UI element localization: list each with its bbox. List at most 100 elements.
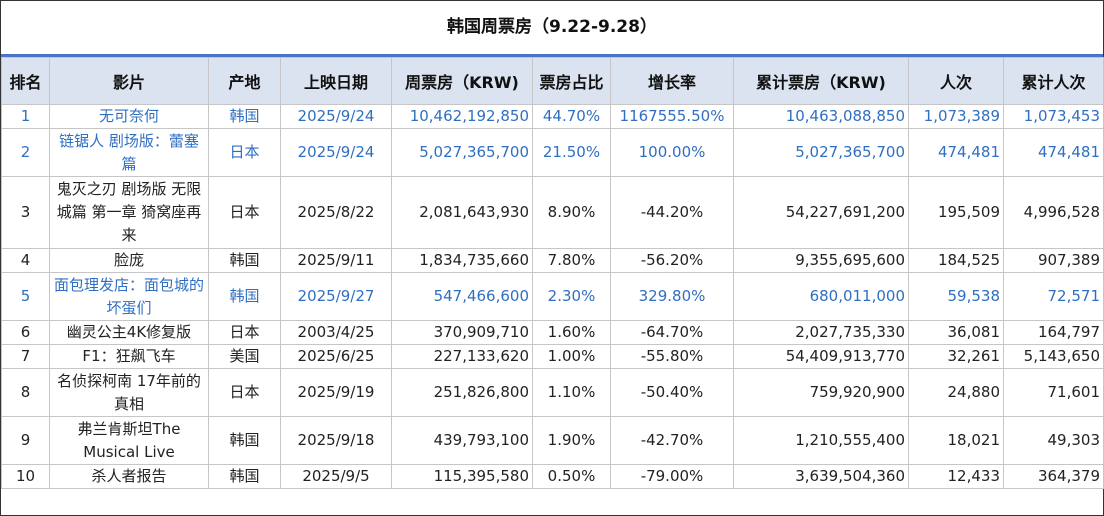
cell-origin: 日本 xyxy=(208,128,281,177)
header-release-date: 上映日期 xyxy=(280,57,392,105)
cell-film: 面包理发店：面包城的坏蛋们 xyxy=(49,272,209,321)
header-rank: 排名 xyxy=(1,57,50,105)
cell-origin: 韩国 xyxy=(208,272,281,321)
cell-release-date: 2025/9/5 xyxy=(280,464,392,489)
cell-admissions: 24,880 xyxy=(908,368,1004,417)
cell-rank: 6 xyxy=(1,320,50,345)
cell-share: 2.30% xyxy=(532,272,611,321)
cell-release-date: 2003/4/25 xyxy=(280,320,392,345)
cell-rank: 5 xyxy=(1,272,50,321)
cell-total-gross: 759,920,900 xyxy=(733,368,909,417)
cell-release-date: 2025/9/27 xyxy=(280,272,392,321)
cell-growth: -56.20% xyxy=(610,248,734,273)
cell-share: 44.70% xyxy=(532,104,611,129)
header-origin: 产地 xyxy=(208,57,281,105)
table-row: 6 幽灵公主4K修复版 日本 2003/4/25 370,909,710 1.60% -64… xyxy=(1,320,1104,345)
cell-growth: 1167555.50% xyxy=(610,104,734,129)
cell-weekly-gross: 439,793,100 xyxy=(391,416,533,465)
cell-film: 幽灵公主4K修复版 xyxy=(49,320,209,345)
table-row: 10 杀人者报告 韩国 2025/9/5 115,395,580 0.50% -79.00%… xyxy=(1,464,1104,489)
cell-origin: 日本 xyxy=(208,176,281,249)
cell-share: 21.50% xyxy=(532,128,611,177)
table-row: 4 脸庞 韩国 2025/9/11 1,834,735,660 7.80% -56.20% 9… xyxy=(1,248,1104,273)
cell-film: 名侦探柯南 17年前的真相 xyxy=(49,368,209,417)
cell-rank: 4 xyxy=(1,248,50,273)
cell-total-admissions: 474,481 xyxy=(1003,128,1104,177)
table-row: 2 链锯人 剧场版：蕾塞篇 日本 2025/9/24 5,027,365,700 21.5… xyxy=(1,128,1104,177)
cell-rank: 10 xyxy=(1,464,50,489)
cell-weekly-gross: 115,395,580 xyxy=(391,464,533,489)
box-office-table: 排名 影片 产地 上映日期 周票房（KRW) 票房占比 增长率 累计票房（KRW… xyxy=(1,57,1104,489)
cell-growth: -44.20% xyxy=(610,176,734,249)
cell-release-date: 2025/9/11 xyxy=(280,248,392,273)
cell-admissions: 32,261 xyxy=(908,344,1004,369)
cell-share: 1.10% xyxy=(532,368,611,417)
cell-total-gross: 54,227,691,200 xyxy=(733,176,909,249)
cell-total-admissions: 164,797 xyxy=(1003,320,1104,345)
cell-total-admissions: 71,601 xyxy=(1003,368,1104,417)
cell-origin: 日本 xyxy=(208,368,281,417)
cell-admissions: 184,525 xyxy=(908,248,1004,273)
cell-rank: 3 xyxy=(1,176,50,249)
cell-release-date: 2025/9/18 xyxy=(280,416,392,465)
header-row: 排名 影片 产地 上映日期 周票房（KRW) 票房占比 增长率 累计票房（KRW… xyxy=(1,57,1104,105)
cell-share: 1.60% xyxy=(532,320,611,345)
cell-total-gross: 3,639,504,360 xyxy=(733,464,909,489)
header-total-admissions: 累计人次 xyxy=(1003,57,1104,105)
cell-film: 链锯人 剧场版：蕾塞篇 xyxy=(49,128,209,177)
cell-film: 无可奈何 xyxy=(49,104,209,129)
cell-release-date: 2025/6/25 xyxy=(280,344,392,369)
cell-film: 杀人者报告 xyxy=(49,464,209,489)
table-row: 7 F1：狂飙飞车 美国 2025/6/25 227,133,620 1.00% -55.8… xyxy=(1,344,1104,369)
table-row: 1 无可奈何 韩国 2025/9/24 10,462,192,850 44.70% 1167… xyxy=(1,104,1104,129)
cell-weekly-gross: 370,909,710 xyxy=(391,320,533,345)
cell-weekly-gross: 547,466,600 xyxy=(391,272,533,321)
cell-origin: 韩国 xyxy=(208,464,281,489)
cell-total-gross: 54,409,913,770 xyxy=(733,344,909,369)
table-body: 1 无可奈何 韩国 2025/9/24 10,462,192,850 44.70% 1167… xyxy=(1,104,1104,489)
cell-release-date: 2025/9/19 xyxy=(280,368,392,417)
cell-total-admissions: 907,389 xyxy=(1003,248,1104,273)
header-weekly-gross: 周票房（KRW) xyxy=(391,57,533,105)
cell-release-date: 2025/9/24 xyxy=(280,104,392,129)
cell-film: 弗兰肯斯坦The Musical Live xyxy=(49,416,209,465)
cell-weekly-gross: 5,027,365,700 xyxy=(391,128,533,177)
table-row: 9 弗兰肯斯坦The Musical Live 韩国 2025/9/18 439,793… xyxy=(1,416,1104,465)
header-total-gross: 累计票房（KRW) xyxy=(733,57,909,105)
cell-growth: 329.80% xyxy=(610,272,734,321)
cell-release-date: 2025/8/22 xyxy=(280,176,392,249)
cell-admissions: 18,021 xyxy=(908,416,1004,465)
cell-film: 鬼灭之刃 剧场版 无限城篇 第一章 猗窝座再来 xyxy=(49,176,209,249)
cell-weekly-gross: 227,133,620 xyxy=(391,344,533,369)
cell-weekly-gross: 251,826,800 xyxy=(391,368,533,417)
cell-total-gross: 2,027,735,330 xyxy=(733,320,909,345)
table-title: 韩国周票房（9.22-9.28） xyxy=(1,1,1103,57)
cell-admissions: 59,538 xyxy=(908,272,1004,321)
cell-origin: 韩国 xyxy=(208,248,281,273)
cell-rank: 9 xyxy=(1,416,50,465)
cell-weekly-gross: 2,081,643,930 xyxy=(391,176,533,249)
table-row: 5 面包理发店：面包城的坏蛋们 韩国 2025/9/27 547,466,600 2.30… xyxy=(1,272,1104,321)
cell-release-date: 2025/9/24 xyxy=(280,128,392,177)
cell-share: 7.80% xyxy=(532,248,611,273)
cell-admissions: 12,433 xyxy=(908,464,1004,489)
header-share: 票房占比 xyxy=(532,57,611,105)
cell-rank: 7 xyxy=(1,344,50,369)
cell-total-gross: 10,463,088,850 xyxy=(733,104,909,129)
cell-total-admissions: 49,303 xyxy=(1003,416,1104,465)
cell-origin: 美国 xyxy=(208,344,281,369)
cell-share: 1.00% xyxy=(532,344,611,369)
cell-total-gross: 9,355,695,600 xyxy=(733,248,909,273)
table-row: 8 名侦探柯南 17年前的真相 日本 2025/9/19 251,826,800 1.10… xyxy=(1,368,1104,417)
cell-rank: 1 xyxy=(1,104,50,129)
cell-growth: -64.70% xyxy=(610,320,734,345)
cell-share: 1.90% xyxy=(532,416,611,465)
cell-weekly-gross: 10,462,192,850 xyxy=(391,104,533,129)
cell-admissions: 1,073,389 xyxy=(908,104,1004,129)
cell-rank: 8 xyxy=(1,368,50,417)
cell-origin: 韩国 xyxy=(208,104,281,129)
cell-total-gross: 5,027,365,700 xyxy=(733,128,909,177)
cell-rank: 2 xyxy=(1,128,50,177)
cell-total-admissions: 1,073,453 xyxy=(1003,104,1104,129)
cell-origin: 韩国 xyxy=(208,416,281,465)
